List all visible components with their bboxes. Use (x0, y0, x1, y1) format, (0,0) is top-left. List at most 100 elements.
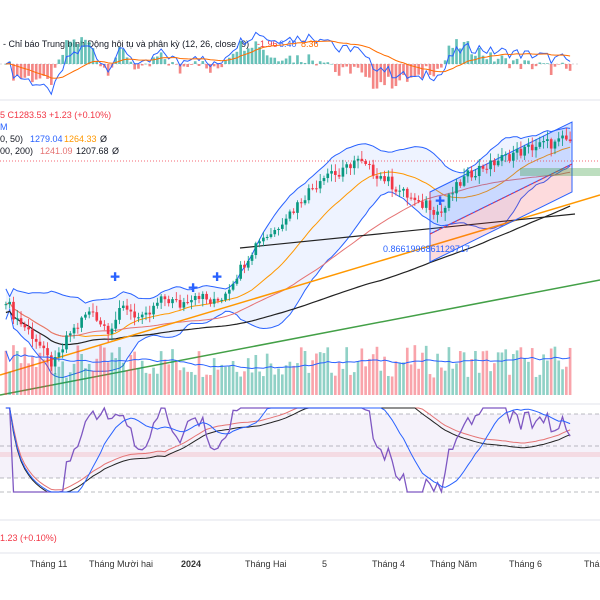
candlesticks (4, 127, 572, 375)
candle-body (360, 158, 364, 162)
macd-histogram-bar (318, 61, 322, 64)
volume-bar (174, 362, 178, 395)
macd-histogram-bar (330, 63, 333, 65)
candle-body (519, 148, 523, 156)
macd-histogram-bar (368, 64, 371, 78)
candle-body (440, 211, 443, 213)
macd-histogram-bar (87, 42, 91, 64)
volume-bar (110, 352, 114, 395)
moving-average-red (5, 171, 571, 337)
volume-bar (527, 361, 530, 395)
volume-bar (121, 362, 125, 395)
candle-body (68, 333, 72, 336)
volume-bar (330, 372, 333, 395)
time-axis: Tháng 11 Tháng Mười hai 2024 Tháng Hai 5… (30, 559, 600, 569)
candle-body (118, 307, 121, 320)
candle-body (474, 176, 477, 178)
candle-body (265, 236, 269, 238)
volume-bar (398, 362, 402, 395)
cross-marker: ✚ (435, 194, 445, 208)
macd-histogram-bar (84, 39, 87, 64)
candle-body (394, 189, 398, 192)
volume-bar (76, 345, 80, 395)
macd-histogram-bar (280, 60, 284, 64)
macd-histogram-bar (523, 60, 526, 64)
macd-histogram-bar (239, 40, 242, 64)
macd-histogram-bar (216, 64, 220, 69)
macd-histogram-bar (269, 57, 273, 64)
volume-bar (201, 376, 205, 395)
candle-body (246, 260, 250, 268)
volume-bar (561, 369, 564, 395)
volume-bar (84, 368, 87, 395)
candle-body (201, 293, 205, 300)
volume-bar (152, 367, 155, 395)
volume-bar (303, 350, 307, 395)
volume-bar (402, 362, 405, 395)
macd-histogram-bar (212, 64, 216, 67)
candle-body (27, 327, 30, 330)
x-tick-label: Tháng Năm (430, 559, 477, 569)
macd-histogram-bar (144, 63, 148, 65)
volume-bar (91, 370, 95, 395)
candle-body (462, 176, 466, 186)
macd-signal-line (5, 40, 571, 79)
candle-body (477, 165, 481, 177)
candle-body (299, 202, 303, 204)
x-tick-label: Tháng 6 (509, 559, 542, 569)
candle-body (315, 188, 318, 190)
macd-histogram-bar (15, 64, 19, 76)
candle-body (178, 299, 182, 308)
candle-body (12, 301, 15, 320)
candle-body (549, 139, 553, 149)
candle-body (110, 328, 114, 334)
volume-bar (474, 350, 477, 395)
candle-body (95, 312, 99, 321)
volume-bar (470, 359, 473, 395)
candle-body (432, 210, 436, 215)
volume-bar (209, 374, 212, 395)
macd-histogram-bar (220, 64, 224, 68)
macd-histogram-bar (477, 47, 481, 64)
volume-bar (390, 376, 394, 395)
candle-body (182, 302, 186, 308)
macd-histogram-bar (23, 64, 27, 78)
macd-histogram-bar (542, 63, 545, 64)
volume-bar (534, 376, 538, 395)
volume-bar (65, 377, 68, 395)
candle-body (227, 289, 231, 294)
volume-bar (352, 372, 356, 395)
volume-bar (99, 345, 102, 395)
volume-bar (511, 354, 515, 395)
volume-bar (318, 352, 322, 395)
volume-bar (364, 366, 367, 395)
volume-bar (508, 374, 511, 395)
volume-bar (4, 350, 8, 395)
volume-bar (299, 347, 303, 395)
candle-body (504, 154, 508, 156)
macd-histogram-bar (405, 64, 409, 82)
candle-body (481, 165, 485, 169)
x-tick-label: Tháng Hai (245, 559, 287, 569)
volume-bar (31, 356, 34, 395)
volume-bar (538, 374, 542, 395)
candle-body (455, 182, 458, 194)
macd-histogram-bar (171, 62, 174, 64)
bollinger-middle-band (5, 146, 571, 338)
volume-bar (345, 347, 349, 395)
macd-histogram-bar (57, 59, 61, 64)
volume-bar (137, 368, 140, 395)
macd-signal-value: 8.36 (301, 39, 319, 49)
macd-histogram-bar (193, 61, 197, 64)
volume-bar (114, 358, 118, 395)
candle-body (546, 139, 549, 141)
macd-histogram-bar (364, 64, 367, 77)
candle-body (334, 171, 337, 175)
volume-bar (19, 363, 23, 395)
macd-histogram-bar (462, 41, 466, 64)
candle-body (84, 314, 87, 318)
rsi-signal-line (5, 407, 571, 493)
macd-histogram-bar (360, 64, 364, 73)
volume-bar (424, 345, 428, 395)
macd-histogram-bar (190, 64, 193, 65)
